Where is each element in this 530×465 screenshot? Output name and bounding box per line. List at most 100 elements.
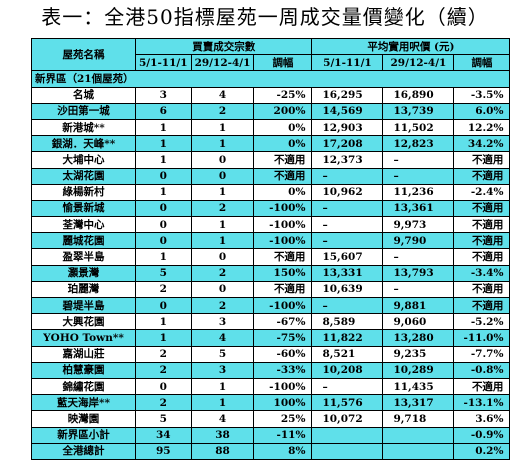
volume-period2-cell: 0 <box>190 280 255 299</box>
price-change-cell: 3.6% <box>453 410 511 428</box>
price-change-cell: 34.2% <box>453 135 511 153</box>
volume-change-cell: 150% <box>253 264 313 282</box>
volume-change-cell: 不適用 <box>253 151 313 169</box>
volume-period1-cell: 0 <box>135 232 192 250</box>
volume-period2-cell: 4 <box>190 410 255 428</box>
volume-change-cell: -100% <box>253 232 313 250</box>
price-period2-cell: – <box>382 248 455 266</box>
estate-name-cell: 愉景新城 <box>31 199 136 218</box>
price-change-cell: 不適用 <box>453 248 511 266</box>
price-change-cell: 不適用 <box>453 232 511 250</box>
price-change-cell: -7.7% <box>453 345 511 363</box>
estate-name-cell: 大興花園 <box>31 313 136 331</box>
volume-period1-cell: 0 <box>135 167 192 185</box>
volume-change-cell: -67% <box>253 313 313 331</box>
price-period2-header: 29/12-4/1 <box>382 54 455 72</box>
volume-change-cell: -100% <box>253 377 313 396</box>
volume-period1-cell: 1 <box>135 135 192 153</box>
price-period1-cell <box>311 426 384 444</box>
estate-name-cell: 盈翠半島 <box>31 248 136 266</box>
estate-name-cell: 嘉湖山莊 <box>31 345 136 363</box>
transactions-table: 屋苑名稱 買賣成交宗數 平均實用呎價 (元) 5/1-11/1 29/12-4/… <box>30 37 511 460</box>
volume-period1-cell: 95 <box>135 442 192 460</box>
volume-change-cell: 200% <box>253 102 313 120</box>
volume-period1-cell: 0 <box>135 377 192 396</box>
price-period1-cell: 10,072 <box>311 410 384 428</box>
price-period2-cell: 9,060 <box>382 313 455 331</box>
volume-period1-cell: 2 <box>135 394 192 412</box>
table-row: 沙田第一城 6 2 200% 14,569 13,739 6.0% <box>31 102 511 120</box>
volume-period2-cell: 1 <box>190 377 255 396</box>
table-row: YOHO Town** 1 4 -75% 11,822 13,280 -11.0% <box>31 329 511 347</box>
estate-name-cell: 荃灣中心 <box>31 216 136 234</box>
price-period1-cell: 8,589 <box>311 313 384 331</box>
total-row: 全港總計 95 88 8% 0.2% <box>31 442 511 460</box>
price-group-header: 平均實用呎價 (元) <box>311 37 511 56</box>
volume-change-cell: -100% <box>253 216 313 234</box>
volume-change-cell: 8% <box>253 442 313 460</box>
volume-period1-cell: 5 <box>135 410 192 428</box>
volume-period1-cell: 3 <box>135 86 192 104</box>
price-period2-cell: 13,361 <box>382 199 455 218</box>
price-period1-cell: 13,331 <box>311 264 384 282</box>
price-change-cell: 不適用 <box>453 167 511 185</box>
table-row: 藍天海岸** 2 1 100% 11,576 13,317 -13.1% <box>31 394 511 412</box>
page-title: 表一：全港50指標屋苑一周成交量價變化（續） <box>41 5 489 29</box>
header-row-1: 屋苑名稱 買賣成交宗數 平均實用呎價 (元) <box>31 37 511 72</box>
estate-name-cell: 柏慧豪園 <box>31 361 136 379</box>
table-row: 太湖花園 0 0 不適用 – – 不適用 <box>31 167 511 185</box>
price-period1-cell: – <box>311 167 384 185</box>
price-period1-cell: – <box>311 296 384 315</box>
volume-change-cell: -100% <box>253 296 313 315</box>
table-row: 愉景新城 0 2 -100% –13,361 不適用 <box>31 199 511 218</box>
price-change-cell: 12.2% <box>453 118 511 137</box>
estate-header: 屋苑名稱 <box>31 37 136 72</box>
estate-name-cell: 錦繡花園 <box>31 377 136 396</box>
volume-change-cell: 不適用 <box>253 280 313 299</box>
table-row: 大興花園 1 3 -67% 8,589 9,060 -5.2% <box>31 313 511 331</box>
table-row: 麗城花園 0 1 -100% –9,790 不適用 <box>31 232 511 250</box>
price-period2-cell: – <box>382 167 455 185</box>
volume-period1-cell: 1 <box>135 329 192 347</box>
estate-name-cell: 藍天海岸** <box>31 394 136 412</box>
price-change-cell: 不適用 <box>453 296 511 315</box>
estate-name-cell: 全港總計 <box>31 442 136 460</box>
price-period2-cell: 11,502 <box>382 118 455 137</box>
volume-change-header: 調幅 <box>253 54 313 72</box>
price-period2-cell: 9,235 <box>382 345 455 363</box>
price-period2-cell: 12,823 <box>382 135 455 153</box>
price-period2-cell: 13,317 <box>382 394 455 412</box>
price-period1-cell: 12,903 <box>311 118 384 137</box>
price-change-header: 調幅 <box>453 54 511 72</box>
estate-name-cell: 麗城花園 <box>31 232 136 250</box>
volume-period2-header: 29/12-4/1 <box>190 54 255 72</box>
price-period2-cell <box>382 442 455 460</box>
price-period2-cell: 13,739 <box>382 102 455 120</box>
estate-name-cell: 新港城** <box>31 118 136 137</box>
header-row-2: 5/1-11/1 29/12-4/1 調幅 5/1-11/1 29/12-4/1… <box>32 54 511 72</box>
volume-change-cell: -60% <box>253 345 313 363</box>
volume-period1-cell: 0 <box>135 216 192 234</box>
price-period2-cell: 13,793 <box>382 264 455 282</box>
estate-name-cell: 珀麗灣 <box>31 280 136 299</box>
price-change-cell: -0.9% <box>453 426 511 444</box>
volume-period1-header: 5/1-11/1 <box>135 54 192 72</box>
price-change-cell: 6.0% <box>453 102 511 120</box>
volume-period1-cell: 0 <box>135 296 192 315</box>
volume-period2-cell: 1 <box>190 118 255 137</box>
volume-period2-cell: 0 <box>190 167 255 185</box>
volume-period2-cell: 0 <box>190 151 255 169</box>
price-period1-cell: 8,521 <box>311 345 384 363</box>
table-row: 綠楊新村 1 1 0% 10,962 11,236 -2.4% <box>31 183 511 201</box>
price-change-cell: 0.2% <box>453 442 511 460</box>
estate-name-cell: YOHO Town** <box>31 329 136 347</box>
table-row: 名城 3 4 -25% 16,295 16,890 -3.5% <box>31 86 511 104</box>
subtotal-row: 新界區小計 34 38 -11% -0.9% <box>31 426 511 444</box>
volume-change-cell: -25% <box>253 86 313 104</box>
price-period1-cell <box>311 442 384 460</box>
volume-period2-cell: 2 <box>190 264 255 282</box>
estate-name-cell: 碧堤半島 <box>31 296 136 315</box>
price-change-cell: 不適用 <box>453 199 511 218</box>
volume-period2-cell: 2 <box>190 296 255 315</box>
table-row: 荃灣中心 0 1 -100% –9,973 不適用 <box>31 216 511 234</box>
